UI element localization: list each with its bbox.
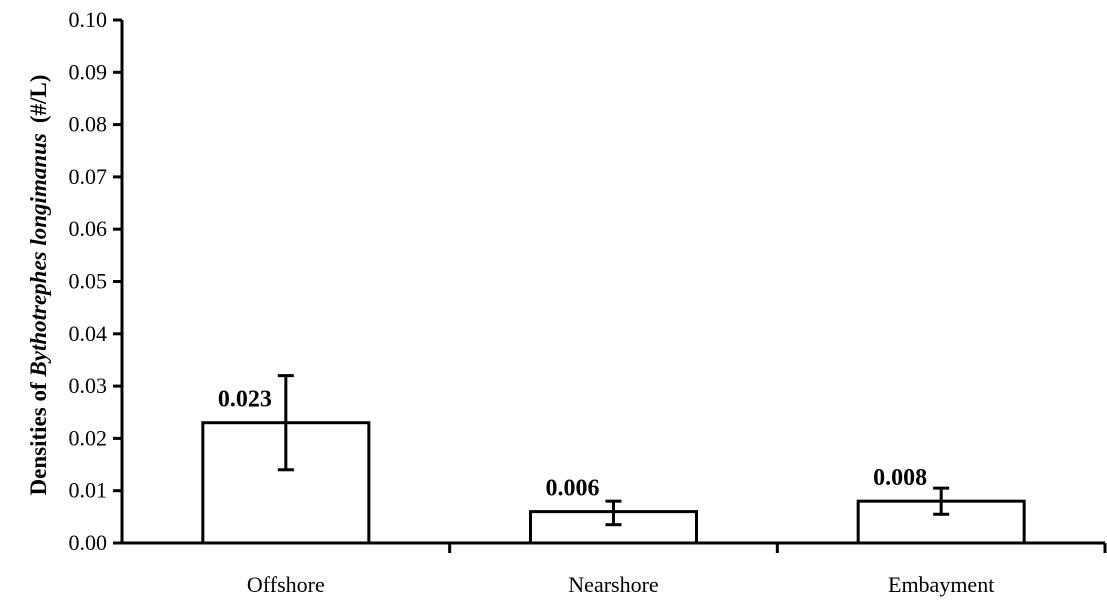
x-tick-label: Offshore [247,572,325,597]
y-axis-label: Densities of Bythotrephes longimanus (#/L… [26,75,51,496]
y-tick-label: 0.07 [69,164,108,189]
svg-text:Densities of Bythotrephes long: Densities of Bythotrephes longimanus (#/L… [26,75,51,496]
plot-area: 0.00 0.01 0.02 0.03 0.04 0.05 0.06 0.07 0.08 0.09… [69,7,1107,597]
y-axis-label-prefix: Densities of [26,377,51,496]
data-label: 0.008 [873,465,927,491]
x-tick-label: Nearshore [568,572,658,597]
y-axis-label-unit: (#/L) [26,75,51,124]
y-tick-label: 0.08 [69,112,108,137]
y-tick-label: 0.00 [69,530,108,555]
y-tick-label: 0.10 [69,7,108,32]
y-tick-label: 0.05 [69,269,108,294]
x-tick-label: Embayment [888,572,994,597]
y-tick-label: 0.04 [69,321,108,346]
data-label: 0.006 [546,476,600,502]
bar-offshore [201,421,371,545]
y-tick-label: 0.03 [69,373,108,398]
y-tick-label: 0.06 [69,216,108,241]
y-tick-label: 0.01 [69,478,108,503]
bar-embayment [856,499,1026,545]
data-label: 0.023 [218,387,272,413]
y-tick-label: 0.02 [69,425,108,450]
y-axis-label-species: Bythotrephes longimanus [26,133,51,378]
y-tick-label: 0.09 [69,59,108,84]
